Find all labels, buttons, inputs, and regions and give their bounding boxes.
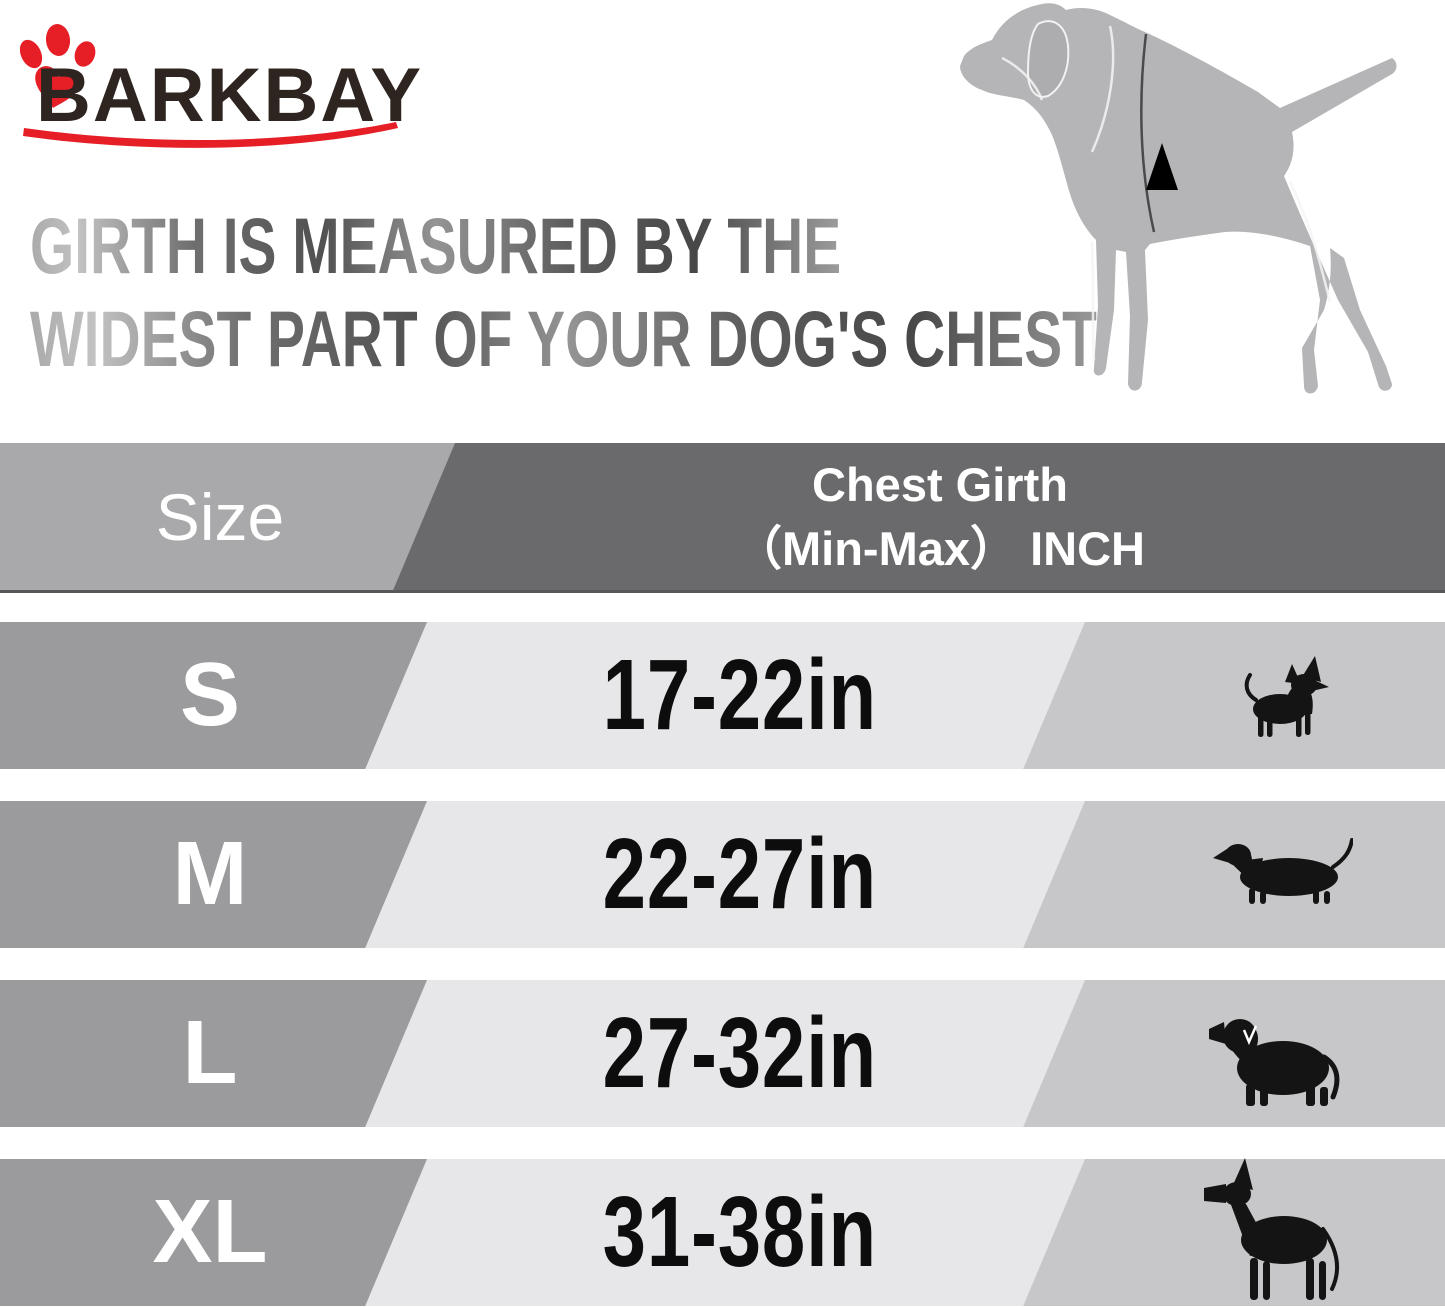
headline-line-2: WIDEST PART OF YOUR DOG'S CHEST. — [30, 294, 1107, 383]
girth-value: 31-38in — [602, 1176, 878, 1288]
table-row-s: S 17-22in — [0, 622, 1445, 769]
headline-line-1: GIRTH IS MEASURED BY THE — [30, 201, 842, 290]
girth-column-header: Chest Girth （Min-Max） INCH — [700, 443, 1180, 590]
size-value: XL — [152, 1182, 268, 1282]
girth-value: 27-32in — [602, 997, 878, 1109]
row-s-icon-cell-bg — [1023, 622, 1445, 769]
table-row-m: M 22-27in — [0, 801, 1445, 948]
size-value: S — [179, 645, 241, 745]
brand-name: BARKBAY — [36, 53, 424, 138]
girth-marker-triangle — [1146, 143, 1178, 190]
girth-header-line1: Chest Girth — [812, 458, 1068, 512]
size-value: M — [172, 824, 248, 924]
chihuahua-icon — [1244, 656, 1329, 737]
girth-value: 17-22in — [602, 639, 878, 751]
swoosh-underline — [23, 122, 398, 148]
girth-value: 22-27in — [602, 818, 878, 930]
dog-highlight-lines — [1001, 25, 1332, 361]
great-dane-icon — [1204, 1158, 1339, 1300]
dog-ear — [1026, 20, 1070, 98]
dog-girth-measurement-illustration — [960, 3, 1397, 394]
paw-print-icon — [19, 24, 96, 108]
table-row-xl: XL 31-38in — [0, 1159, 1445, 1306]
table-row-l: L 27-32in — [0, 980, 1445, 1127]
girth-line — [1140, 33, 1156, 233]
dachshund-icon — [1213, 838, 1353, 904]
brand-logo: BARKBAY — [0, 0, 430, 160]
labrador-icon — [1209, 1019, 1340, 1106]
girth-header-line2: （Min-Max） INCH — [735, 521, 1145, 575]
size-value: L — [182, 1003, 238, 1103]
table-header-row: Size Chest Girth （Min-Max） INCH — [0, 443, 1445, 593]
size-column-header: Size — [155, 479, 285, 554]
